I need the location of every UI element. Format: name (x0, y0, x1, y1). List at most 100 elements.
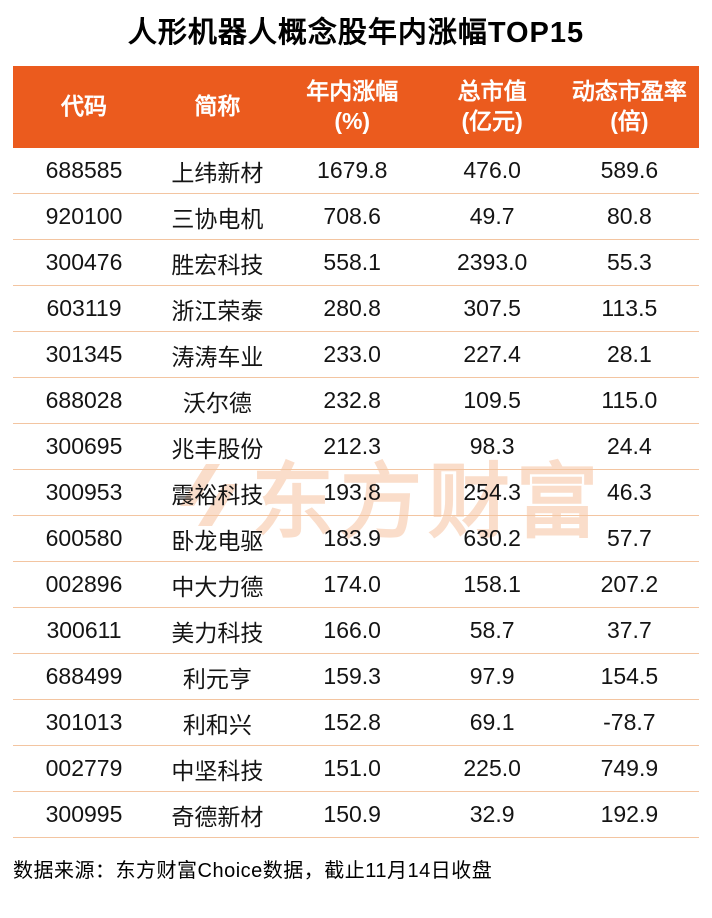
col-header-market-cap-line1: 总市值 (457, 78, 527, 105)
table-row: 002779 中坚科技 151.0 225.0 749.9 (13, 745, 699, 792)
col-header-market-cap: 总市值 (亿元) (424, 66, 560, 148)
cell-code: 600580 (13, 515, 155, 562)
col-header-name: 简称 (155, 66, 280, 148)
cell-code: 301345 (13, 331, 155, 378)
cell-ytd-change: 174.0 (279, 561, 425, 608)
cell-market-cap: 58.7 (424, 607, 560, 654)
cell-ytd-change: 232.8 (279, 377, 425, 424)
cell-pe-ratio: 115.0 (559, 377, 699, 424)
table-row: 301013 利和兴 152.8 69.1 -78.7 (13, 699, 699, 746)
cell-ytd-change: 558.1 (279, 239, 425, 286)
table-row: 603119 浙江荣泰 280.8 307.5 113.5 (13, 285, 699, 332)
cell-market-cap: 630.2 (424, 515, 560, 562)
source-note: 数据来源：东方财富Choice数据，截止11月14日收盘 (13, 860, 493, 882)
cell-ytd-change: 708.6 (279, 193, 425, 240)
table-row: 688499 利元亨 159.3 97.9 154.5 (13, 653, 699, 700)
stock-table: 代码 简称 年内涨幅 (%) 总市值 (亿元) 动态市盈率 (倍) (13, 66, 699, 838)
cell-market-cap: 98.3 (424, 423, 560, 470)
cell-code: 603119 (13, 285, 155, 332)
cell-name: 震裕科技 (155, 469, 280, 516)
col-header-pe-ratio-line2: (倍) (610, 108, 649, 134)
cell-pe-ratio: 37.7 (559, 607, 699, 654)
cell-code: 301013 (13, 699, 155, 746)
cell-code: 300611 (13, 607, 155, 654)
cell-name: 兆丰股份 (155, 423, 280, 470)
cell-name: 上纬新材 (155, 148, 280, 194)
cell-code: 688499 (13, 653, 155, 700)
cell-pe-ratio: 154.5 (559, 653, 699, 700)
cell-code: 300695 (13, 423, 155, 470)
table-row: 688028 沃尔德 232.8 109.5 115.0 (13, 377, 699, 424)
cell-ytd-change: 152.8 (279, 699, 425, 746)
cell-ytd-change: 159.3 (279, 653, 425, 700)
cell-pe-ratio: 207.2 (559, 561, 699, 608)
table-header: 代码 简称 年内涨幅 (%) 总市值 (亿元) 动态市盈率 (倍) (13, 66, 699, 148)
table-wrap: 代码 简称 年内涨幅 (%) 总市值 (亿元) 动态市盈率 (倍) (13, 66, 699, 838)
page-title: 人形机器人概念股年内涨幅TOP15 (127, 17, 585, 49)
cell-pe-ratio: 57.7 (559, 515, 699, 562)
cell-market-cap: 158.1 (424, 561, 560, 608)
table-row: 688585 上纬新材 1679.8 476.0 589.6 (13, 148, 699, 194)
cell-ytd-change: 233.0 (279, 331, 425, 378)
col-header-pe-ratio: 动态市盈率 (倍) (559, 66, 699, 148)
cell-name: 美力科技 (155, 607, 280, 654)
cell-pe-ratio: 24.4 (559, 423, 699, 470)
cell-code: 300953 (13, 469, 155, 516)
col-header-ytd-change-line1: 年内涨幅 (306, 78, 399, 105)
cell-name: 三协电机 (155, 193, 280, 240)
cell-market-cap: 476.0 (424, 148, 560, 194)
cell-pe-ratio: 113.5 (559, 285, 699, 332)
cell-market-cap: 2393.0 (424, 239, 560, 286)
table-body: 688585 上纬新材 1679.8 476.0 589.6 920100 三协电机 708.… (13, 148, 699, 838)
col-header-pe-ratio-line1: 动态市盈率 (571, 78, 687, 105)
table-row: 301345 涛涛车业 233.0 227.4 28.1 (13, 331, 699, 378)
cell-ytd-change: 1679.8 (279, 148, 425, 194)
cell-code: 688028 (13, 377, 155, 424)
cell-code: 300476 (13, 239, 155, 286)
cell-pe-ratio: -78.7 (559, 699, 699, 746)
cell-market-cap: 307.5 (424, 285, 560, 332)
cell-name: 涛涛车业 (155, 331, 280, 378)
cell-code: 002779 (13, 745, 155, 792)
cell-pe-ratio: 55.3 (559, 239, 699, 286)
cell-pe-ratio: 192.9 (559, 791, 699, 838)
cell-pe-ratio: 46.3 (559, 469, 699, 516)
cell-pe-ratio: 749.9 (559, 745, 699, 792)
cell-ytd-change: 193.8 (279, 469, 425, 516)
cell-market-cap: 32.9 (424, 791, 560, 838)
col-header-code-line1: 代码 (61, 93, 107, 120)
cell-market-cap: 254.3 (424, 469, 560, 516)
col-header-name-line1: 简称 (194, 93, 241, 120)
cell-pe-ratio: 589.6 (559, 148, 699, 194)
cell-name: 卧龙电驱 (155, 515, 280, 562)
cell-name: 沃尔德 (155, 377, 280, 424)
cell-market-cap: 109.5 (424, 377, 560, 424)
cell-name: 浙江荣泰 (155, 285, 280, 332)
cell-pe-ratio: 80.8 (559, 193, 699, 240)
cell-code: 920100 (13, 193, 155, 240)
col-header-code: 代码 (13, 66, 155, 148)
cell-ytd-change: 280.8 (279, 285, 425, 332)
cell-market-cap: 97.9 (424, 653, 560, 700)
cell-ytd-change: 150.9 (279, 791, 425, 838)
cell-ytd-change: 166.0 (279, 607, 425, 654)
col-header-ytd-change-line2: (%) (334, 108, 371, 134)
table-row: 920100 三协电机 708.6 49.7 80.8 (13, 193, 699, 240)
cell-code: 300995 (13, 791, 155, 838)
cell-market-cap: 227.4 (424, 331, 560, 378)
cell-ytd-change: 212.3 (279, 423, 425, 470)
cell-market-cap: 225.0 (424, 745, 560, 792)
cell-name: 中大力德 (155, 561, 280, 608)
cell-ytd-change: 151.0 (279, 745, 425, 792)
table-row: 002896 中大力德 174.0 158.1 207.2 (13, 561, 699, 608)
table-row: 300611 美力科技 166.0 58.7 37.7 (13, 607, 699, 654)
cell-name: 利和兴 (155, 699, 280, 746)
table-row: 300995 奇德新材 150.9 32.9 192.9 (13, 791, 699, 838)
table-row: 300953 震裕科技 193.8 254.3 46.3 (13, 469, 699, 516)
cell-market-cap: 49.7 (424, 193, 560, 240)
cell-name: 胜宏科技 (155, 239, 280, 286)
cell-ytd-change: 183.9 (279, 515, 425, 562)
cell-pe-ratio: 28.1 (559, 331, 699, 378)
table-row: 300476 胜宏科技 558.1 2393.0 55.3 (13, 239, 699, 286)
header-row: 代码 简称 年内涨幅 (%) 总市值 (亿元) 动态市盈率 (倍) (13, 66, 699, 148)
